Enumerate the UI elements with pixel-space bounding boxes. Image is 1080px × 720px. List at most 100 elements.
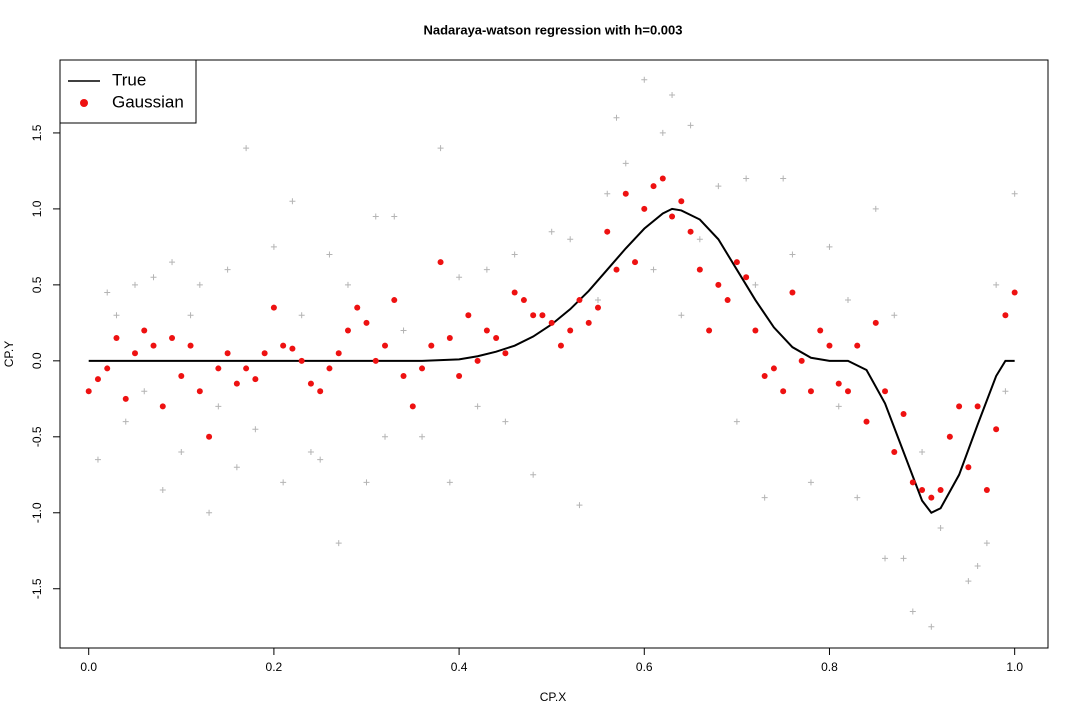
- point: [891, 449, 898, 455]
- observation: [270, 243, 277, 250]
- point: [465, 312, 472, 319]
- observation: [233, 464, 240, 471]
- point: [85, 388, 92, 395]
- x-tick-label: 1.0: [1006, 660, 1023, 674]
- observation: [613, 114, 620, 121]
- observation: [909, 608, 916, 615]
- observation: [187, 312, 194, 319]
- y-axis-label: CP.Y: [2, 341, 16, 367]
- observation: [919, 449, 926, 455]
- y-tick-label: -1.5: [30, 578, 44, 599]
- observation: [687, 122, 694, 129]
- observation: [474, 403, 481, 410]
- point: [632, 259, 639, 266]
- observation: [511, 251, 518, 258]
- observation: [456, 274, 463, 281]
- point: [678, 198, 685, 205]
- observation: [789, 251, 796, 258]
- point: [511, 289, 518, 296]
- point: [335, 350, 342, 357]
- observation: [900, 555, 907, 562]
- point: [298, 357, 305, 364]
- observation: [761, 494, 768, 501]
- point: [187, 342, 194, 349]
- point: [687, 228, 694, 235]
- observation: [891, 312, 898, 319]
- point: [659, 175, 666, 182]
- point: [807, 388, 814, 395]
- y-tick-label: 0.5: [30, 276, 44, 293]
- y-tick-label: -0.5: [30, 426, 44, 447]
- y-tick-label: -1.0: [30, 502, 44, 523]
- observation: [206, 509, 213, 516]
- point: [446, 335, 453, 342]
- legend-swatch: [80, 99, 88, 107]
- point: [585, 319, 592, 326]
- point: [733, 259, 740, 266]
- observation: [289, 198, 296, 205]
- observation: [937, 524, 944, 531]
- x-tick-label: 0.2: [266, 660, 283, 674]
- point: [798, 357, 805, 364]
- observation: [835, 403, 842, 410]
- point: [724, 297, 731, 304]
- point: [150, 342, 157, 349]
- observation: [363, 479, 370, 486]
- point: [483, 327, 490, 334]
- point: [122, 395, 129, 402]
- point: [289, 345, 296, 352]
- observation: [576, 502, 583, 509]
- observation: [178, 449, 185, 455]
- observation: [659, 129, 666, 136]
- observation: [326, 251, 333, 258]
- observation: [150, 274, 157, 281]
- point: [113, 335, 120, 342]
- point: [1002, 312, 1009, 319]
- y-tick-label: 1.0: [30, 200, 44, 217]
- observation: [94, 456, 101, 463]
- point: [752, 327, 759, 334]
- observation: [280, 479, 287, 486]
- point: [354, 304, 361, 311]
- observation: [780, 175, 787, 182]
- point: [539, 312, 546, 319]
- point: [872, 319, 879, 326]
- observation: [437, 145, 444, 152]
- observation: [391, 213, 398, 220]
- point: [493, 335, 500, 342]
- observation: [983, 540, 990, 547]
- point: [252, 376, 259, 383]
- observation: [307, 449, 314, 455]
- point: [391, 297, 398, 304]
- observation: [594, 297, 601, 304]
- observation: [372, 213, 379, 220]
- point: [974, 403, 981, 410]
- observation: [344, 281, 351, 288]
- observation: [974, 562, 981, 569]
- observation: [317, 456, 324, 463]
- point: [280, 342, 287, 349]
- point: [557, 342, 564, 349]
- point: [400, 373, 407, 380]
- observation: [215, 403, 222, 410]
- legend-label: True: [112, 70, 146, 89]
- point: [743, 274, 750, 281]
- point: [159, 403, 166, 410]
- point: [956, 403, 963, 410]
- observation: [826, 243, 833, 250]
- point: [530, 312, 537, 319]
- observation: [854, 494, 861, 501]
- point: [178, 373, 185, 380]
- observation: [382, 433, 389, 440]
- point: [715, 281, 722, 288]
- point: [104, 365, 111, 372]
- observation: [567, 236, 574, 243]
- point: [502, 350, 509, 357]
- point: [520, 297, 527, 304]
- point: [567, 327, 574, 334]
- point: [622, 190, 629, 197]
- point: [363, 319, 370, 326]
- point: [409, 403, 416, 410]
- observation: [335, 540, 342, 547]
